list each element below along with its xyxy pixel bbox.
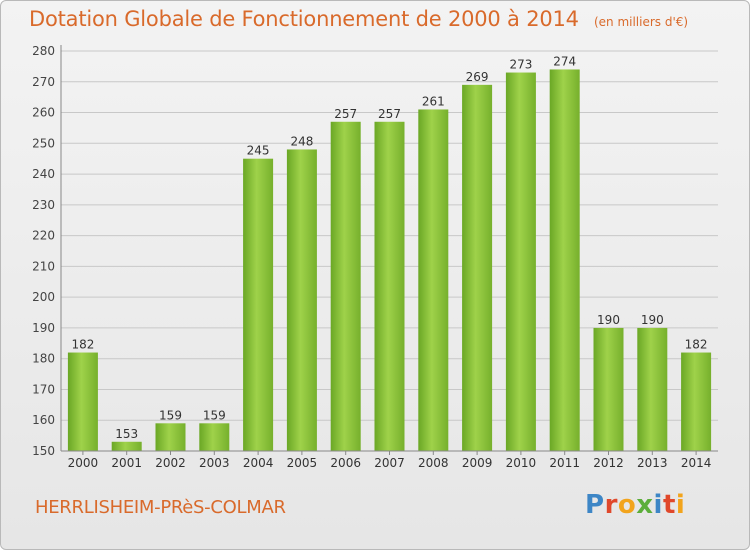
value-label: 245 <box>247 144 270 158</box>
bar-2008 <box>418 109 449 451</box>
bar-2007 <box>374 121 405 452</box>
value-label: 159 <box>159 408 182 422</box>
title-row: Dotation Globale de Fonctionnement de 20… <box>29 7 688 31</box>
bar-2011 <box>549 69 580 451</box>
y-tick-label: 160 <box>32 413 55 427</box>
value-label: 261 <box>422 94 445 108</box>
chart-title: Dotation Globale de Fonctionnement de 20… <box>29 7 579 31</box>
chart-subtitle: (en milliers d'€) <box>593 15 689 29</box>
logo-letter: i <box>675 490 686 520</box>
value-label: 182 <box>685 338 708 352</box>
logo-letter: r <box>604 490 618 520</box>
bar-2014 <box>681 352 712 451</box>
y-tick-label: 170 <box>32 382 55 396</box>
y-tick-label: 270 <box>32 75 55 89</box>
x-tick-label: 2001 <box>111 456 142 470</box>
bar-2005 <box>286 149 317 451</box>
bar-2001 <box>111 441 142 451</box>
value-label: 257 <box>334 107 357 121</box>
value-label: 190 <box>641 313 664 327</box>
x-tick-label: 2010 <box>506 456 537 470</box>
y-tick-label: 220 <box>32 229 55 243</box>
value-label: 269 <box>466 70 489 84</box>
x-tick-label: 2005 <box>287 456 318 470</box>
value-label: 182 <box>71 338 94 352</box>
bar-2009 <box>462 84 493 451</box>
proxiti-logo: Proxiti <box>585 490 685 520</box>
y-tick-label: 150 <box>32 444 55 458</box>
value-label: 274 <box>553 54 576 68</box>
bar-2012 <box>593 327 624 451</box>
x-tick-label: 2014 <box>681 456 712 470</box>
value-label: 159 <box>203 408 226 422</box>
x-tick-label: 2011 <box>549 456 580 470</box>
y-tick-label: 240 <box>32 167 55 181</box>
value-label: 257 <box>378 107 401 121</box>
x-tick-label: 2000 <box>68 456 99 470</box>
y-tick-label: 180 <box>32 352 55 366</box>
logo-letter: x <box>636 490 654 520</box>
x-tick-label: 2003 <box>199 456 230 470</box>
y-tick-label: 210 <box>32 259 55 273</box>
bar-2000 <box>67 352 98 451</box>
bar-2010 <box>505 72 536 452</box>
x-tick-label: 2008 <box>418 456 449 470</box>
x-tick-label: 2012 <box>593 456 624 470</box>
logo-letter: o <box>617 490 637 520</box>
value-label: 190 <box>597 313 620 327</box>
logo-letter: i <box>653 490 663 520</box>
x-tick-label: 2006 <box>330 456 361 470</box>
y-tick-label: 190 <box>32 321 55 335</box>
x-tick-label: 2007 <box>374 456 405 470</box>
x-tick-label: 2009 <box>462 456 493 470</box>
town-name: HERRLISHEIM-PRèS-COLMAR <box>35 497 286 518</box>
x-tick-label: 2002 <box>155 456 186 470</box>
y-tick-label: 260 <box>32 106 55 120</box>
bar-2003 <box>199 423 230 451</box>
logo-letter: t <box>662 490 676 520</box>
bar-2013 <box>637 327 668 451</box>
x-tick-label: 2004 <box>243 456 274 470</box>
bar-2004 <box>243 158 274 451</box>
y-tick-label: 280 <box>32 44 55 58</box>
value-label: 248 <box>290 134 313 148</box>
y-tick-label: 250 <box>32 136 55 150</box>
bar-2006 <box>330 121 361 452</box>
x-tick-label: 2013 <box>637 456 668 470</box>
y-tick-label: 200 <box>32 290 55 304</box>
value-label: 153 <box>115 427 138 441</box>
y-tick-label: 230 <box>32 198 55 212</box>
logo-letter: P <box>585 490 605 520</box>
value-label: 273 <box>509 58 532 72</box>
bar-2002 <box>155 423 186 451</box>
